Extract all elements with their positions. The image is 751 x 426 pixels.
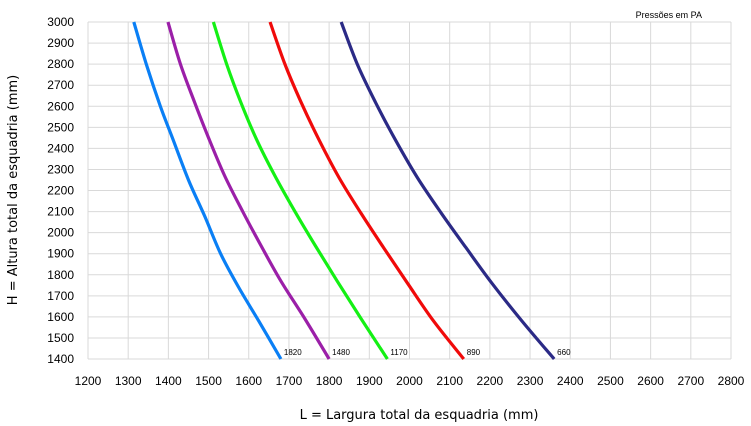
y-tick-label: 1800 [47,268,74,282]
x-tick-label: 1400 [155,374,182,388]
series-labels: 1820 1480 1170 890 660 [284,348,571,357]
series-label-890: 890 [467,348,481,357]
x-tick-label: 1300 [115,374,142,388]
y-tick-label: 2700 [47,78,74,92]
x-tick-label: 1900 [356,374,383,388]
series-label-1480: 1480 [332,348,350,357]
y-tick-label: 1700 [47,289,74,303]
y-tick-label: 2600 [47,99,74,113]
series-line-890 [268,21,466,360]
y-tick-label: 1500 [47,331,74,345]
series-line-1480 [166,21,331,360]
x-tick-label: 2500 [597,374,624,388]
x-tick-label: 1500 [195,374,222,388]
x-tick-label: 1200 [75,374,102,388]
pressure-note: Pressões em PA [636,10,702,20]
tick-labels: 1200 1300 1400 1500 1600 1700 1800 1900 2000 2100… [47,15,744,388]
series-label-660: 660 [557,348,571,357]
y-tick-label: 2000 [47,226,74,240]
series-lines [132,21,556,361]
x-axis-title: L = Largura total da esquadria (mm) [300,408,539,423]
x-tick-label: 1800 [316,374,343,388]
x-tick-label: 2000 [396,374,423,388]
x-tick-label: 2400 [557,374,584,388]
series-line-1170 [211,21,389,360]
x-tick-label: 2600 [637,374,664,388]
y-tick-label: 2500 [47,120,74,134]
x-tick-label: 2700 [677,374,704,388]
series-label-1170: 1170 [390,348,408,357]
y-tick-label: 2300 [47,162,74,176]
y-axis-title: H = Altura total da esquadria (mm) [6,75,21,305]
y-tick-label: 1900 [47,247,74,261]
x-tick-label: 2800 [718,374,745,388]
x-tick-label: 1600 [235,374,262,388]
y-tick-label: 2900 [47,36,74,50]
y-tick-label: 3000 [47,15,74,29]
x-tick-label: 2300 [517,374,544,388]
y-tick-label: 2100 [47,205,74,219]
y-tick-label: 2200 [47,184,74,198]
y-tick-label: 2800 [47,57,74,71]
series-line-660 [339,21,556,361]
y-tick-label: 1600 [47,310,74,324]
x-tick-label: 2100 [436,374,463,388]
series-line-1820 [132,21,283,360]
series-label-1820: 1820 [284,348,302,357]
x-tick-label: 2200 [477,374,504,388]
y-tick-label: 2400 [47,141,74,155]
x-tick-label: 1700 [276,374,303,388]
y-tick-label: 1400 [47,352,74,366]
